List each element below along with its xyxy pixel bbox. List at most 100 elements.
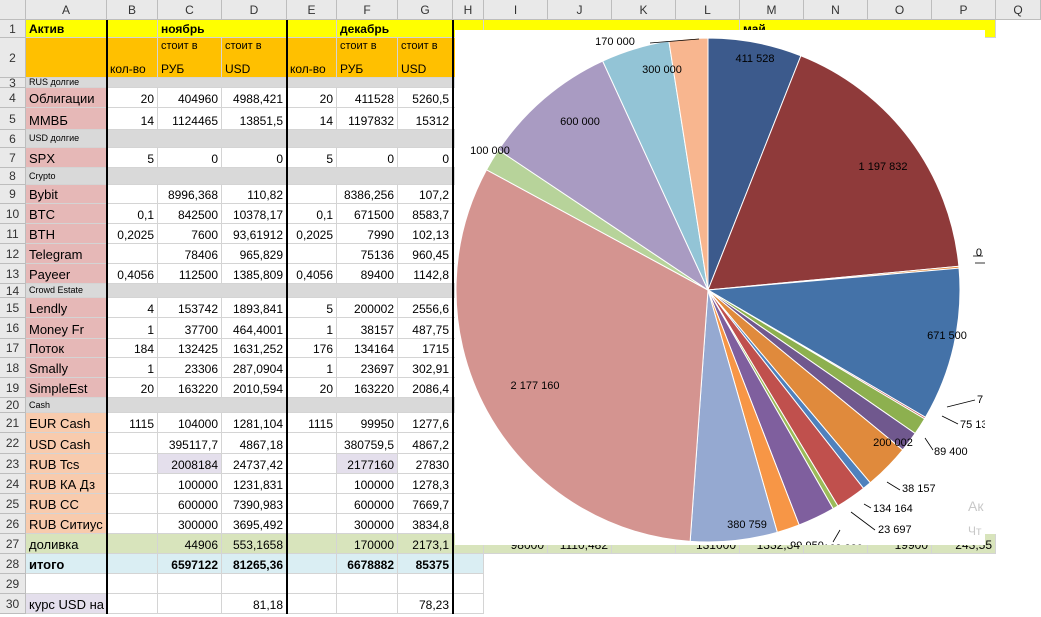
cell-f29[interactable] [337,574,398,594]
cell-g17[interactable]: 1715 [398,339,453,358]
row-header-4[interactable]: 4 [0,88,26,108]
asset-name-row-12[interactable]: Telegram [26,244,107,264]
column-header-k[interactable]: K [612,0,676,20]
cell-c12[interactable]: 78406 [158,244,222,264]
cell-g16[interactable]: 487,75 [398,318,453,339]
cell-e22[interactable] [287,433,337,454]
column-header-j[interactable]: J [548,0,612,20]
cell-d5[interactable]: 13851,5 [222,108,287,130]
cell-b13[interactable]: 0,4056 [107,264,158,284]
row-header-30[interactable]: 30 [0,594,26,614]
cell-c28[interactable]: 6597122 [158,554,222,574]
cell-c29[interactable] [158,574,222,594]
asset-name-row-30[interactable]: курс USD на [26,594,107,614]
cell-g21[interactable]: 1277,6 [398,413,453,433]
row-header-1[interactable]: 1 [0,20,26,38]
cell-c17[interactable]: 132425 [158,339,222,358]
pie-slice-19[interactable] [668,37,709,291]
cell-d25[interactable]: 7390,983 [222,494,287,514]
cell-e23[interactable] [287,454,337,474]
asset-name-row-28[interactable]: итого [26,554,107,574]
cell-c15[interactable]: 153742 [158,298,222,318]
column-header-d[interactable]: D [222,0,287,20]
cell-c16[interactable]: 37700 [158,318,222,339]
asset-name-row-5[interactable]: ММВБ [26,108,107,130]
asset-name-row-22[interactable]: USD Cash [26,433,107,454]
asset-name-row-26[interactable]: RUB Ситиус [26,514,107,534]
cell-e16[interactable]: 1 [287,318,337,339]
cell-b7[interactable]: 5 [107,148,158,168]
cell-e12[interactable] [287,244,337,264]
cell-b5[interactable]: 14 [107,108,158,130]
cell-c4[interactable]: 404960 [158,88,222,108]
cell-b12[interactable] [107,244,158,264]
row-header-5[interactable]: 5 [0,108,26,130]
row-header-17[interactable]: 17 [0,339,26,358]
cell-d13[interactable]: 1385,809 [222,264,287,284]
cell-c5[interactable]: 1124465 [158,108,222,130]
cell-f4[interactable]: 411528 [337,88,398,108]
cell-g25[interactable]: 7669,7 [398,494,453,514]
row-header-8[interactable]: 8 [0,168,26,185]
cell-f30[interactable] [337,594,398,614]
cell-d4[interactable]: 4988,421 [222,88,287,108]
row-header-15[interactable]: 15 [0,298,26,318]
cell-b16[interactable]: 1 [107,318,158,339]
cell-g28[interactable]: 85375 [398,554,453,574]
cell-b23[interactable] [107,454,158,474]
cell-e10[interactable]: 0,1 [287,204,337,224]
column-header-b[interactable]: B [107,0,158,20]
cell-f22[interactable]: 380759,5 [337,433,398,454]
cell-f13[interactable]: 89400 [337,264,398,284]
cell-f17[interactable]: 134164 [337,339,398,358]
cell-f15[interactable]: 200002 [337,298,398,318]
cell-d16[interactable]: 464,4001 [222,318,287,339]
cell-e7[interactable]: 5 [287,148,337,168]
column-header-h[interactable]: H [453,0,484,20]
cell-c23[interactable]: 2008184 [158,454,222,474]
cell-d29[interactable] [222,574,287,594]
row-header-3[interactable]: 3 [0,78,26,88]
asset-name-row-25[interactable]: RUB СС [26,494,107,514]
cell-e5[interactable]: 14 [287,108,337,130]
asset-name-row-23[interactable]: RUB Tcs [26,454,107,474]
cell-d28[interactable]: 81265,36 [222,554,287,574]
cell-d12[interactable]: 965,829 [222,244,287,264]
cell-d18[interactable]: 287,0904 [222,358,287,378]
row-header-26[interactable]: 26 [0,514,26,534]
asset-name-row-4[interactable]: Облигации [26,88,107,108]
asset-name-row-7[interactable]: SPX [26,148,107,168]
cell-d11[interactable]: 93,61912 [222,224,287,244]
cell-b27[interactable] [107,534,158,554]
cell-b15[interactable]: 4 [107,298,158,318]
row-header-24[interactable]: 24 [0,474,26,494]
cell-f27[interactable]: 170000 [337,534,398,554]
cell-g29[interactable] [398,574,453,594]
cell-e21[interactable]: 1115 [287,413,337,433]
row-header-9[interactable]: 9 [0,185,26,204]
cell-e13[interactable]: 0,4056 [287,264,337,284]
cell-c27[interactable]: 44906 [158,534,222,554]
cell-e24[interactable] [287,474,337,494]
asset-name-row-27[interactable]: доливка [26,534,107,554]
cell-g26[interactable]: 3834,8 [398,514,453,534]
cell-e30[interactable] [287,594,337,614]
row-header-10[interactable]: 10 [0,204,26,224]
cell-b19[interactable]: 20 [107,378,158,398]
cell-g10[interactable]: 8583,7 [398,204,453,224]
asset-name-row-15[interactable]: Lendly [26,298,107,318]
cell-c19[interactable]: 163220 [158,378,222,398]
cell-b21[interactable]: 1115 [107,413,158,433]
row-header-7[interactable]: 7 [0,148,26,168]
cell-e27[interactable] [287,534,337,554]
cell-b29[interactable] [107,574,158,594]
cell-g24[interactable]: 1278,3 [398,474,453,494]
cell-e25[interactable] [287,494,337,514]
row-header-20[interactable]: 20 [0,398,26,413]
row-header-6[interactable]: 6 [0,130,26,148]
column-header-c[interactable]: C [158,0,222,20]
cell-d19[interactable]: 2010,594 [222,378,287,398]
cell-f5[interactable]: 1197832 [337,108,398,130]
